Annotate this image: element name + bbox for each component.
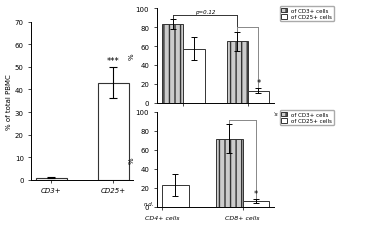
Text: *: * xyxy=(256,79,261,88)
Text: *: * xyxy=(254,189,258,198)
Y-axis label: % of total PBMC: % of total PBMC xyxy=(6,74,12,129)
Bar xyxy=(98,83,129,180)
Bar xyxy=(162,25,183,104)
Bar xyxy=(183,50,205,104)
Bar xyxy=(248,91,269,104)
Y-axis label: %: % xyxy=(128,53,134,60)
Y-axis label: %: % xyxy=(128,156,134,163)
Legend: of CD3+ cells, of CD25+ cells: of CD3+ cells, of CD25+ cells xyxy=(279,7,334,22)
Bar xyxy=(227,42,248,104)
Text: n.d.: n.d. xyxy=(143,201,154,206)
Text: ***: *** xyxy=(107,56,120,65)
Bar xyxy=(162,185,189,207)
Legend: of CD3+ cells, of CD25+ cells: of CD3+ cells, of CD25+ cells xyxy=(279,110,334,125)
Bar xyxy=(216,139,243,207)
Bar xyxy=(243,201,269,207)
Text: p=0.12: p=0.12 xyxy=(195,10,215,15)
Bar xyxy=(36,178,67,180)
